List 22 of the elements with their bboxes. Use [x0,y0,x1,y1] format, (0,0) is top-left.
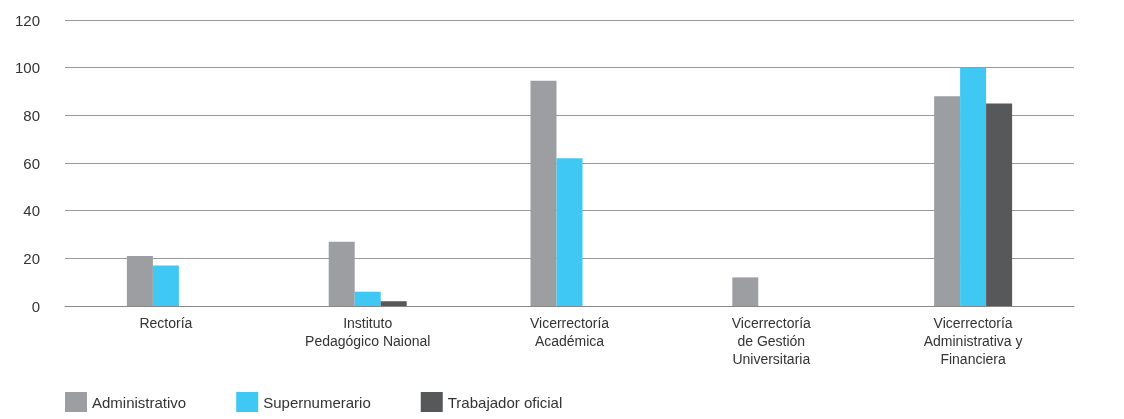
legend-label: Supernumerario [263,393,371,411]
legend-label: Administrativo [92,393,187,411]
x-tick-label: Vicerrectoría Académica [529,315,610,349]
y-tick-label: 60 [23,154,40,172]
bar [960,67,987,306]
y-tick-label: 20 [23,249,40,267]
x-tick-label: Vicerrectoría de Gestión Universitaria [731,315,812,367]
y-tick-label: 100 [14,59,40,77]
bar [556,158,583,306]
bar [732,277,759,306]
bar [986,103,1013,306]
y-tick-label: 80 [23,106,40,124]
bar [380,301,407,306]
y-tick-label: 120 [14,11,40,29]
bar [354,291,381,306]
legend-label: Trabajador oficial [447,393,563,411]
x-tick-label: Instituto Pedagógico Naional [305,315,431,349]
y-tick-label: 40 [23,202,40,220]
x-tick-label: Vicerrectoría Administrativa y Financiera [923,315,1023,367]
bar [152,265,179,306]
y-tick-label: 0 [31,297,40,315]
x-tick-label: Rectoría [139,315,193,331]
